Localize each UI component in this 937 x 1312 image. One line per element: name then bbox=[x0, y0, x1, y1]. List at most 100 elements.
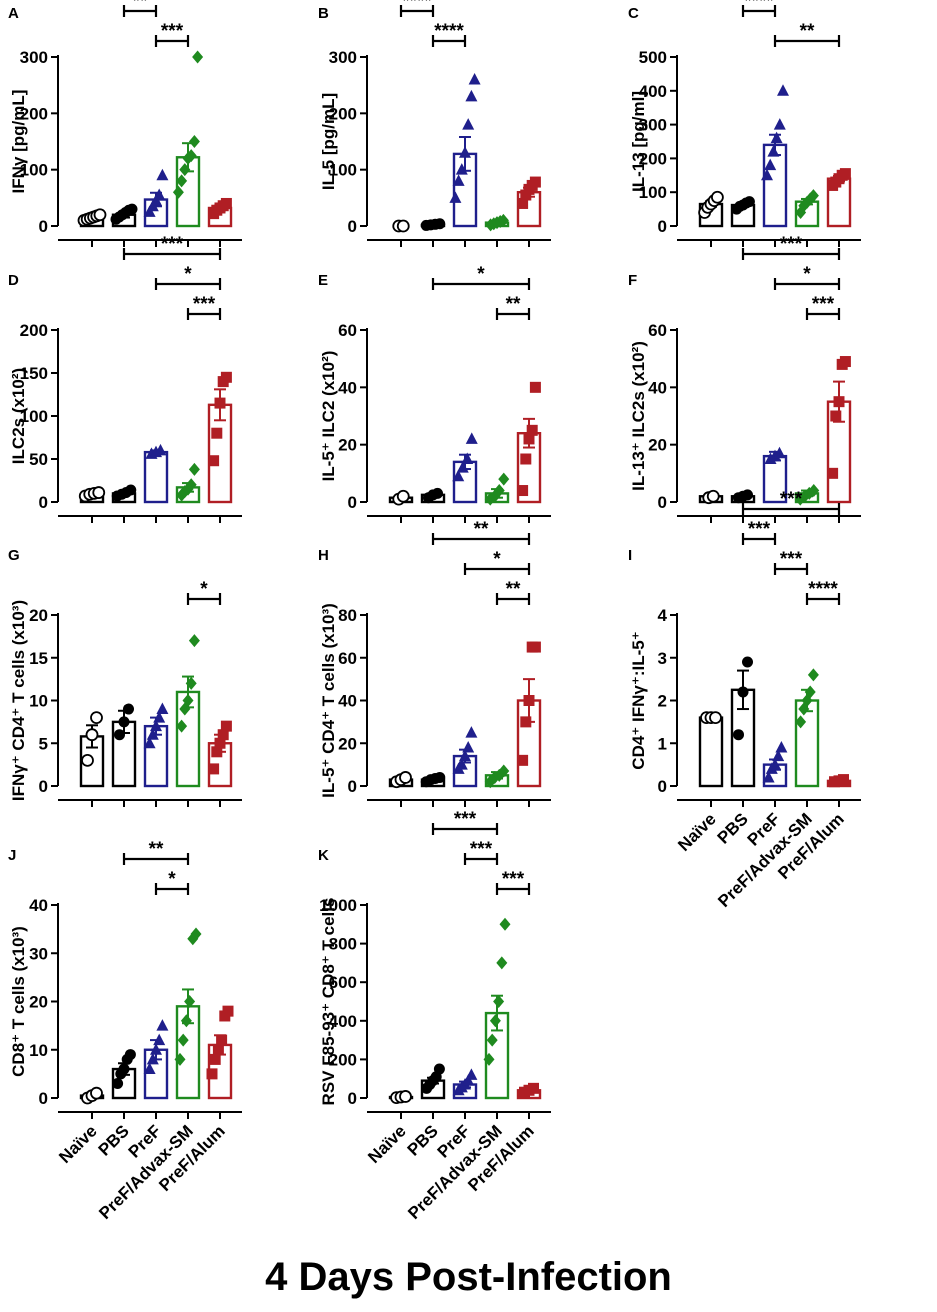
data-point bbox=[769, 758, 781, 770]
data-point bbox=[123, 703, 134, 715]
y-tick-label: 60 bbox=[338, 321, 357, 340]
data-point bbox=[795, 715, 807, 729]
data-point bbox=[706, 489, 720, 503]
data-point bbox=[192, 50, 204, 64]
data-point bbox=[520, 453, 532, 465]
y-tick-label: 0 bbox=[658, 777, 667, 796]
data-point bbox=[220, 371, 232, 383]
data-point bbox=[212, 1044, 224, 1056]
y-tick-label: 2 bbox=[658, 692, 667, 711]
data-point bbox=[81, 753, 94, 767]
data-point bbox=[434, 218, 446, 230]
data-point bbox=[456, 461, 469, 473]
y-axis-label: RSV F85-93⁺ CD8⁺ T cells bbox=[319, 898, 338, 1106]
data-point bbox=[452, 174, 465, 186]
data-point bbox=[93, 208, 107, 222]
data-point bbox=[92, 486, 106, 499]
data-point bbox=[211, 427, 223, 439]
data-point bbox=[772, 749, 785, 762]
y-axis-label: ILC2s (x10²) bbox=[9, 368, 28, 464]
significance-label: ** bbox=[474, 519, 489, 540]
data-point bbox=[807, 668, 819, 682]
significance-label: * bbox=[493, 549, 501, 570]
group-label: Naïve bbox=[55, 1121, 101, 1167]
data-point bbox=[461, 452, 474, 464]
significance-label: ** bbox=[149, 839, 164, 860]
significance-label: ** bbox=[506, 294, 521, 315]
y-tick-label: 100 bbox=[639, 183, 667, 202]
data-point bbox=[90, 1086, 103, 1100]
data-point bbox=[396, 219, 410, 233]
data-point bbox=[220, 720, 232, 732]
significance-label: **** bbox=[402, 0, 432, 12]
data-point bbox=[517, 754, 529, 766]
significance-label: **** bbox=[744, 0, 774, 12]
panel-letter: G bbox=[8, 547, 20, 564]
y-tick-label: 20 bbox=[338, 436, 357, 455]
data-point bbox=[520, 716, 532, 728]
panel-letter: F bbox=[628, 272, 637, 289]
y-axis-label: IFNγ [pg/mL] bbox=[9, 90, 28, 194]
data-point bbox=[146, 1052, 159, 1065]
data-point bbox=[462, 118, 475, 130]
data-point bbox=[156, 1019, 169, 1031]
data-point bbox=[711, 190, 724, 204]
data-point bbox=[208, 763, 220, 775]
data-point bbox=[179, 163, 191, 177]
data-point bbox=[156, 702, 169, 715]
bar bbox=[698, 716, 724, 788]
y-tick-label: 800 bbox=[329, 935, 357, 954]
data-point bbox=[455, 163, 468, 175]
y-tick-label: 0 bbox=[348, 1089, 357, 1108]
data-point bbox=[174, 1052, 186, 1066]
data-point bbox=[493, 995, 505, 1008]
y-tick-label: 0 bbox=[658, 217, 667, 236]
data-point bbox=[126, 203, 138, 215]
data-point bbox=[496, 956, 508, 970]
data-point bbox=[185, 676, 197, 690]
data-point bbox=[517, 197, 529, 209]
data-point bbox=[154, 443, 167, 456]
data-point bbox=[172, 185, 184, 199]
y-tick-label: 0 bbox=[348, 777, 357, 796]
y-tick-label: 30 bbox=[29, 944, 48, 963]
data-point bbox=[182, 694, 194, 707]
data-point bbox=[396, 489, 410, 503]
y-axis-label: IL-5 [pg/mL] bbox=[319, 93, 338, 190]
data-point bbox=[150, 1043, 162, 1055]
data-point bbox=[742, 656, 753, 668]
data-point bbox=[462, 741, 475, 753]
panel-letter: E bbox=[318, 272, 328, 289]
data-point bbox=[433, 1063, 445, 1075]
significance-label: *** bbox=[161, 234, 184, 255]
y-tick-label: 10 bbox=[29, 692, 48, 711]
data-point bbox=[742, 489, 753, 501]
y-tick-label: 50 bbox=[29, 450, 48, 469]
y-tick-label: 200 bbox=[329, 104, 357, 123]
data-point bbox=[214, 397, 226, 409]
data-point bbox=[833, 396, 845, 408]
data-point bbox=[462, 1074, 475, 1086]
y-tick-label: 10 bbox=[29, 1041, 48, 1060]
data-point bbox=[807, 189, 819, 203]
y-tick-label: 0 bbox=[348, 217, 357, 236]
data-point bbox=[838, 774, 849, 786]
data-point bbox=[449, 191, 462, 203]
group-label: PBS bbox=[714, 809, 752, 847]
significance-label: * bbox=[803, 264, 811, 285]
data-point bbox=[804, 685, 816, 699]
y-tick-label: 200 bbox=[20, 321, 48, 340]
bar bbox=[794, 699, 820, 788]
data-point bbox=[489, 1014, 501, 1028]
y-tick-label: 20 bbox=[29, 606, 48, 625]
y-tick-label: 40 bbox=[338, 692, 357, 711]
y-tick-label: 60 bbox=[648, 321, 667, 340]
panel-letter: K bbox=[318, 847, 329, 864]
significance-label: **** bbox=[434, 21, 464, 42]
data-point bbox=[399, 771, 412, 784]
